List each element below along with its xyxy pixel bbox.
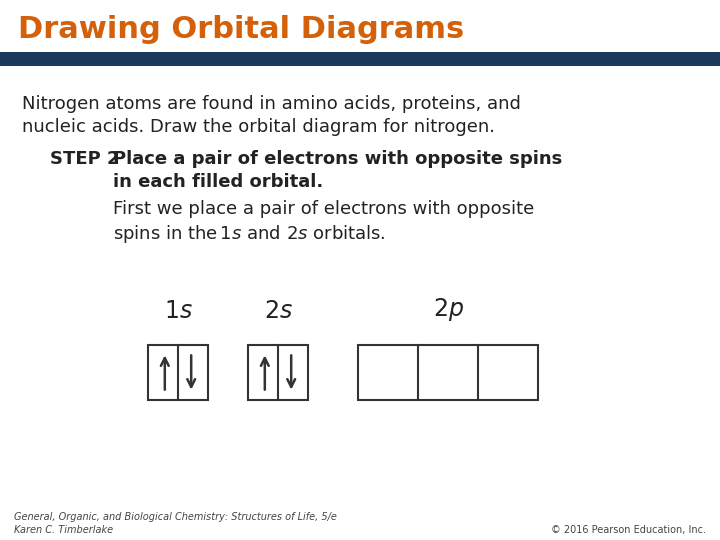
Bar	[358, 345, 538, 400]
Text: Drawing Orbital Diagrams: Drawing Orbital Diagrams	[18, 16, 464, 44]
Text: spins in the$\,1\mathit{s}$ and $2\mathit{s}$ orbitals.: spins in the$\,1\mathit{s}$ and $2\mathi…	[113, 223, 386, 245]
Text: Place a pair of electrons with opposite spins: Place a pair of electrons with opposite …	[113, 150, 562, 168]
Text: First we place a pair of electrons with opposite: First we place a pair of electrons with …	[113, 200, 534, 218]
Text: © 2016 Pearson Education, Inc.: © 2016 Pearson Education, Inc.	[551, 525, 706, 535]
Text: STEP 2: STEP 2	[50, 150, 120, 168]
Text: nucleic acids. Draw the orbital diagram for nitrogen.: nucleic acids. Draw the orbital diagram …	[22, 118, 495, 136]
Text: Nitrogen atoms are found in amino acids, proteins, and: Nitrogen atoms are found in amino acids,…	[22, 95, 521, 113]
Text: $1\mathit{s}$: $1\mathit{s}$	[163, 299, 192, 323]
Bar	[148, 345, 208, 400]
Text: in each filled orbital.: in each filled orbital.	[113, 173, 323, 191]
Text: $2\mathit{p}$: $2\mathit{p}$	[433, 296, 464, 323]
Bar	[0, 52, 720, 66]
Text: Karen C. Timberlake: Karen C. Timberlake	[14, 525, 113, 535]
Text: $2\mathit{s}$: $2\mathit{s}$	[264, 299, 292, 323]
Bar	[248, 345, 308, 400]
Text: General, Organic, and Biological Chemistry: Structures of Life, 5/e: General, Organic, and Biological Chemist…	[14, 512, 337, 522]
